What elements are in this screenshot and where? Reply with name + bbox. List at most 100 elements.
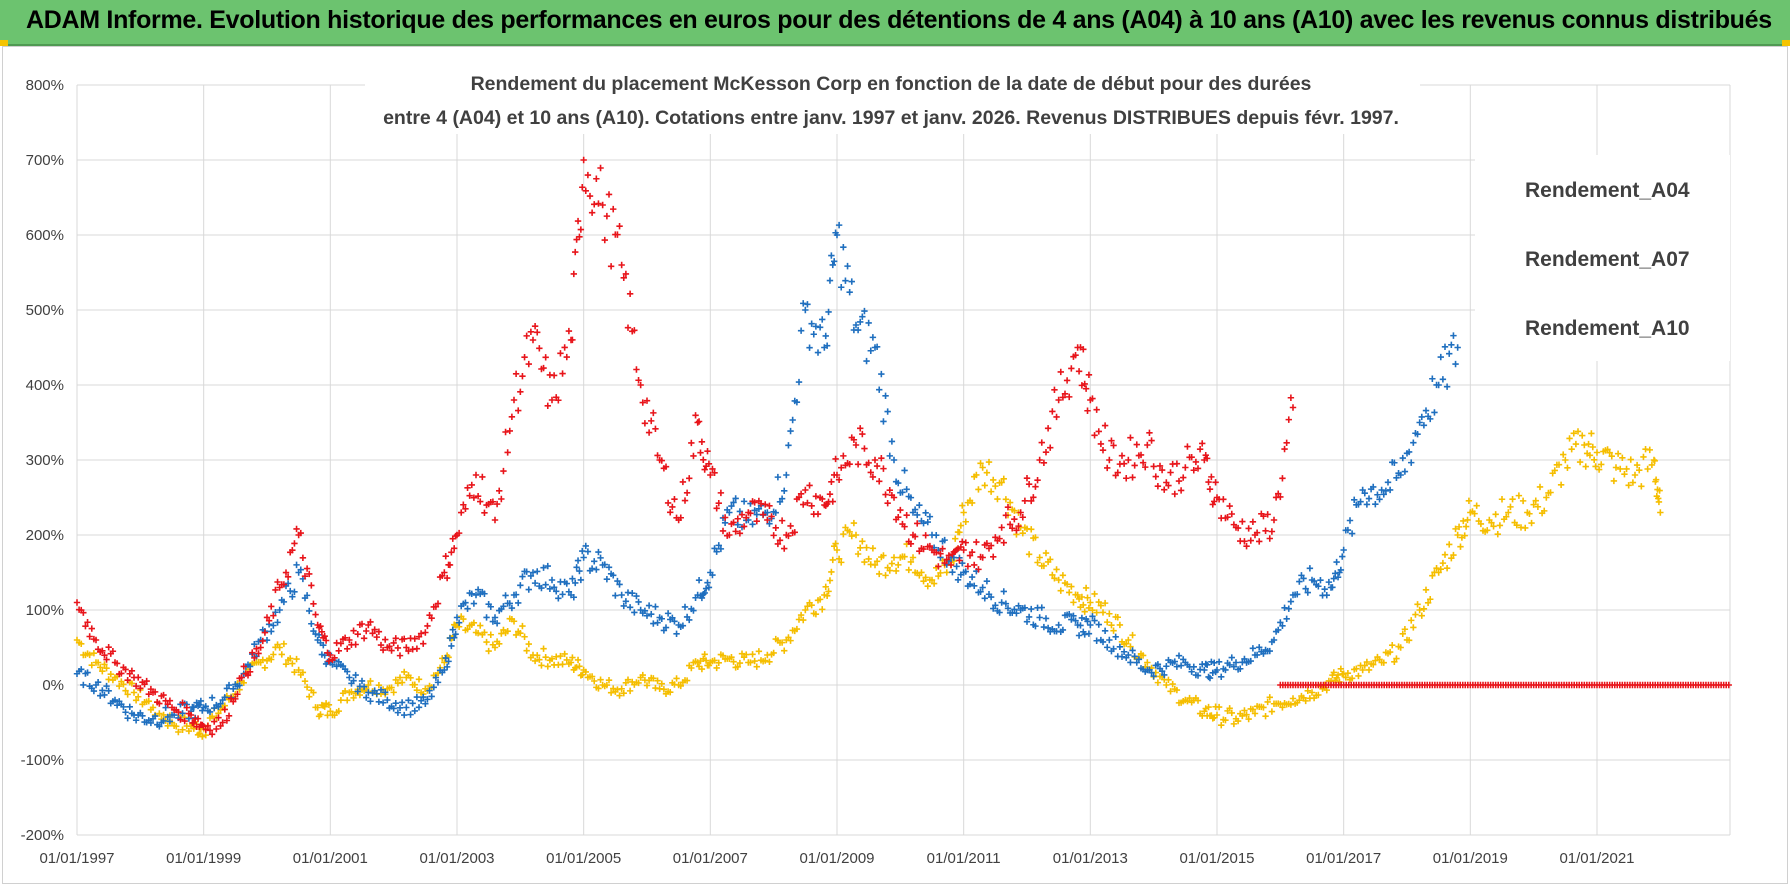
point-rendement-a07 [1066, 610, 1073, 618]
point-rendement-a04 [1519, 497, 1527, 505]
point-rendement-a10 [1239, 518, 1246, 525]
point-rendement-a04 [1598, 461, 1605, 468]
point-rendement-a10 [620, 274, 627, 282]
point-rendement-a10 [124, 676, 131, 684]
point-rendement-a07 [1040, 623, 1048, 631]
point-rendement-a04 [1429, 572, 1436, 579]
point-rendement-a07 [901, 467, 908, 474]
point-rendement-a04 [1101, 599, 1109, 607]
point-rendement-a10 [508, 413, 516, 420]
point-rendement-a10 [268, 603, 275, 610]
point-rendement-a10 [1106, 456, 1113, 464]
point-rendement-a04 [1435, 569, 1442, 576]
point-rendement-a10 [382, 636, 389, 643]
point-rendement-a10 [795, 494, 803, 501]
point-rendement-a07 [320, 641, 327, 649]
point-rendement-a04 [994, 495, 1001, 503]
point-rendement-a07 [785, 442, 792, 449]
point-rendement-a04 [1462, 523, 1470, 530]
point-rendement-a10 [367, 618, 374, 626]
point-rendement-a07 [1202, 660, 1209, 668]
point-rendement-a07 [491, 614, 499, 621]
point-rendement-a10 [565, 327, 573, 335]
point-rendement-a04 [1106, 610, 1113, 617]
point-rendement-a04 [800, 616, 807, 624]
point-rendement-a10 [84, 619, 91, 626]
point-rendement-a04 [1025, 551, 1033, 558]
point-rendement-a10 [1270, 516, 1278, 524]
point-rendement-a10 [1194, 465, 1202, 472]
point-rendement-a07 [430, 684, 437, 691]
point-rendement-a07 [643, 612, 651, 619]
point-rendement-a07 [1253, 651, 1261, 659]
point-rendement-a07 [360, 683, 368, 690]
point-rendement-a07 [679, 622, 687, 629]
point-rendement-a10 [244, 672, 252, 679]
point-rendement-a04 [1570, 430, 1577, 437]
point-rendement-a07 [462, 599, 469, 606]
point-rendement-a07 [1000, 588, 1007, 595]
point-rendement-a10 [331, 654, 338, 662]
point-rendement-a10 [301, 572, 309, 580]
point-rendement-a07 [1222, 666, 1229, 674]
point-rendement-a10 [1006, 521, 1014, 528]
point-rendement-a10 [1285, 416, 1292, 423]
point-rendement-a10 [960, 546, 967, 554]
point-rendement-a07 [652, 603, 659, 610]
point-rendement-a10 [695, 418, 703, 425]
point-rendement-a10 [550, 372, 558, 379]
point-rendement-a07 [979, 584, 986, 591]
point-rendement-a07 [772, 509, 779, 516]
point-rendement-a07 [84, 669, 91, 676]
point-rendement-a10 [582, 187, 589, 195]
point-rendement-a07 [1348, 530, 1356, 537]
point-rendement-a04 [1344, 669, 1352, 677]
point-rendement-a07 [1101, 627, 1109, 635]
point-rendement-a04 [519, 622, 526, 630]
point-rendement-a07 [582, 542, 589, 550]
point-rendement-a07 [1150, 672, 1157, 680]
point-rendement-a10 [726, 531, 733, 539]
point-rendement-a10 [1289, 404, 1297, 411]
point-rendement-a04 [1315, 691, 1322, 699]
point-rendement-a10 [137, 685, 144, 692]
point-rendement-a07 [1266, 647, 1273, 655]
point-rendement-a10 [517, 388, 524, 395]
point-rendement-a10 [234, 691, 241, 698]
point-rendement-a07 [1190, 663, 1197, 671]
point-rendement-a04 [650, 675, 657, 682]
point-rendement-a10 [633, 366, 640, 373]
point-rendement-a10 [576, 233, 583, 241]
point-rendement-a07 [593, 566, 600, 573]
point-rendement-a10 [310, 600, 317, 607]
point-rendement-a10 [181, 717, 188, 725]
point-rendement-a10 [618, 261, 625, 269]
point-rendement-a04 [1262, 713, 1269, 720]
point-rendement-a07 [1089, 613, 1096, 620]
point-rendement-a10 [1089, 395, 1096, 402]
point-rendement-a07 [873, 343, 881, 351]
point-rendement-a10 [1206, 485, 1214, 493]
point-rendement-a07 [1372, 500, 1379, 508]
point-rendement-a04 [128, 680, 136, 687]
point-rendement-a04 [962, 518, 969, 525]
point-rendement-a10 [299, 554, 307, 561]
point-rendement-a04 [1266, 694, 1273, 701]
point-rendement-a10 [947, 561, 955, 569]
point-rendement-a07 [673, 630, 680, 637]
point-rendement-a07 [1420, 422, 1428, 429]
point-rendement-a10 [458, 509, 465, 516]
point-rendement-a10 [489, 498, 497, 505]
point-rendement-a04 [610, 685, 617, 692]
point-rendement-a04 [280, 640, 288, 648]
point-rendement-a07 [1129, 647, 1136, 654]
point-rendement-a10 [937, 550, 944, 557]
point-rendement-a04 [1526, 510, 1533, 517]
point-rendement-a07 [80, 681, 87, 689]
point-rendement-a10 [694, 419, 701, 426]
point-rendement-a07 [1325, 578, 1333, 586]
point-rendement-a07 [949, 569, 956, 576]
point-rendement-a07 [728, 502, 735, 510]
point-rendement-a04 [846, 528, 853, 536]
point-rendement-a04 [173, 723, 180, 730]
